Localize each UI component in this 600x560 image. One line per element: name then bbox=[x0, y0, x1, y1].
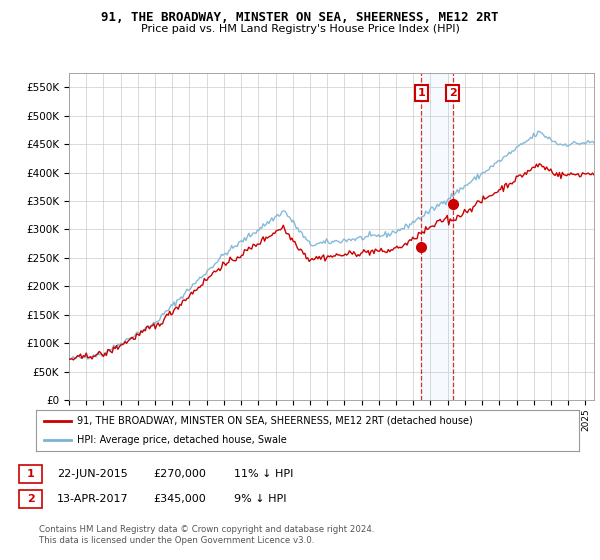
Text: 91, THE BROADWAY, MINSTER ON SEA, SHEERNESS, ME12 2RT (detached house): 91, THE BROADWAY, MINSTER ON SEA, SHEERN… bbox=[77, 416, 472, 426]
Text: 1: 1 bbox=[418, 88, 425, 98]
Text: 13-APR-2017: 13-APR-2017 bbox=[57, 494, 128, 504]
Text: Contains HM Land Registry data © Crown copyright and database right 2024.
This d: Contains HM Land Registry data © Crown c… bbox=[39, 525, 374, 545]
Bar bbox=[421, 73, 452, 400]
Text: 2: 2 bbox=[27, 494, 34, 504]
Text: 91, THE BROADWAY, MINSTER ON SEA, SHEERNESS, ME12 2RT: 91, THE BROADWAY, MINSTER ON SEA, SHEERN… bbox=[101, 11, 499, 24]
Text: 22-JUN-2015: 22-JUN-2015 bbox=[57, 469, 128, 479]
Text: £345,000: £345,000 bbox=[153, 494, 206, 504]
Text: £270,000: £270,000 bbox=[153, 469, 206, 479]
Text: Price paid vs. HM Land Registry's House Price Index (HPI): Price paid vs. HM Land Registry's House … bbox=[140, 24, 460, 34]
Text: 9% ↓ HPI: 9% ↓ HPI bbox=[234, 494, 287, 504]
Text: 11% ↓ HPI: 11% ↓ HPI bbox=[234, 469, 293, 479]
Text: 2: 2 bbox=[449, 88, 457, 98]
Text: 1: 1 bbox=[27, 469, 34, 479]
Text: HPI: Average price, detached house, Swale: HPI: Average price, detached house, Swal… bbox=[77, 435, 286, 445]
